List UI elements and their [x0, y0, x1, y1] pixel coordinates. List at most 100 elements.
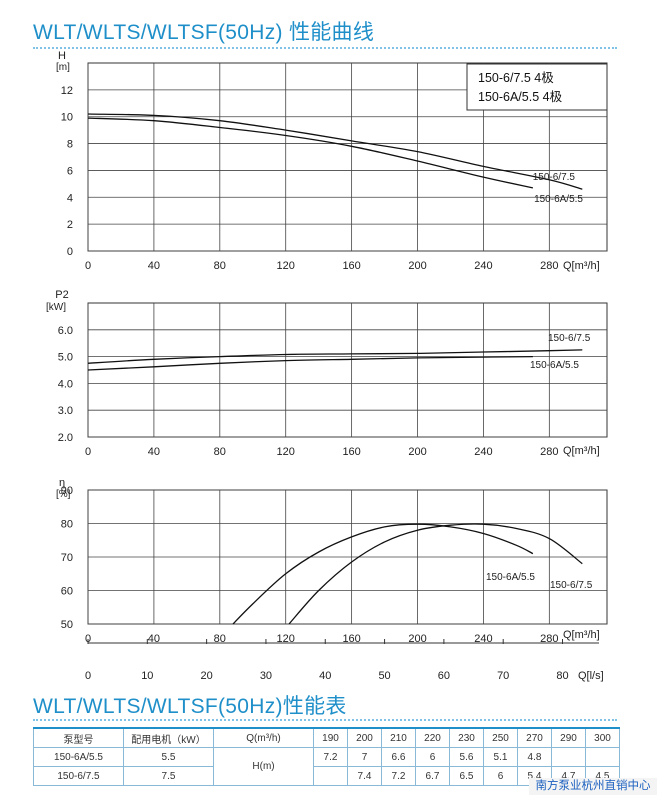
series-label: 150-6/7.5 [533, 172, 576, 183]
y-tick-label: 3.0 [58, 405, 73, 417]
x-tick-label: 240 [474, 446, 492, 458]
x-tick-label: 280 [540, 260, 558, 272]
series-line [87, 113, 583, 190]
y-tick-label: 8 [67, 139, 73, 151]
performance-table: 泵型号 配用电机（kW） Q(m³/h) 190 200 210 220 230… [33, 727, 620, 786]
y-tick-label: 5.0 [58, 352, 73, 364]
x-tick-label: 160 [342, 633, 360, 645]
header-q-value: 210 [381, 727, 416, 748]
header-q-value: 220 [415, 727, 450, 748]
y-axis-label: H [58, 50, 66, 62]
y-axis-unit: [kW] [46, 302, 66, 313]
h-value [585, 747, 620, 767]
x-tick-label: 200 [408, 446, 426, 458]
secondary-tick-label: 30 [260, 670, 272, 682]
series-label: 150-6/7.5 [550, 580, 593, 591]
y-tick-label: 6 [67, 165, 73, 177]
series-line [87, 355, 533, 371]
h-value [551, 747, 586, 767]
table-row: 150-6A/5.5 5.5 H(m) 7.2 7 6.6 6 5.6 5.1 … [33, 747, 620, 786]
x-tick-label: 120 [277, 446, 295, 458]
header-q-value: 290 [551, 727, 586, 748]
header-q-value: 230 [449, 727, 484, 748]
h-value: 5.6 [449, 747, 484, 767]
y-axis-unit: [%] [56, 489, 71, 500]
series-line [87, 117, 534, 189]
header-motor: 配用电机（kW） [123, 727, 214, 748]
secondary-tick-label: 0 [85, 670, 91, 682]
x-tick-label: 0 [85, 260, 91, 272]
y-tick-label: 2.0 [58, 432, 73, 444]
y-tick-label: 6.0 [58, 325, 73, 337]
header-q-value: 270 [517, 727, 552, 748]
y-tick-label: 50 [61, 619, 73, 631]
x-tick-label: 280 [540, 633, 558, 645]
x-tick-label: 200 [408, 633, 426, 645]
h-value: 4.8 [517, 747, 552, 767]
x-tick-label: 200 [408, 260, 426, 272]
x-tick-label: 40 [148, 633, 160, 645]
x-tick-label: 40 [148, 446, 160, 458]
x-axis-label: Q[m³/h] [563, 445, 600, 457]
series-label: 150-6/7.5 [548, 333, 591, 344]
h-value: 6 [483, 766, 518, 786]
series-label: 150-6A/5.5 [534, 194, 583, 205]
secondary-tick-label: 70 [497, 670, 509, 682]
x-tick-label: 160 [342, 260, 360, 272]
title-divider [33, 47, 617, 49]
y-axis-label: η [59, 477, 65, 489]
secondary-tick-label: 20 [201, 670, 213, 682]
y-tick-label: 4.0 [58, 378, 73, 390]
row-motor: 7.5 [123, 766, 214, 786]
h-value: 7.2 [381, 766, 416, 786]
row-model: 150-6A/5.5 [33, 747, 124, 767]
secondary-tick-label: 80 [556, 670, 568, 682]
y-axis-label: P2 [55, 289, 68, 301]
table-divider [33, 719, 617, 721]
curves-title: WLT/WLTS/WLTSF(50Hz) 性能曲线 [33, 21, 375, 44]
x-tick-label: 40 [148, 260, 160, 272]
h-value: 7.2 [313, 747, 348, 767]
y-tick-label: 12 [61, 85, 73, 97]
y-tick-label: 0 [67, 246, 73, 258]
secondary-tick-label: 60 [438, 670, 450, 682]
y-axis-unit: [m] [56, 62, 70, 73]
h-value [313, 766, 348, 786]
watermark: 南方泵业杭州直销中心 [529, 778, 657, 795]
h-value: 6.7 [415, 766, 450, 786]
table-title: WLT/WLTS/WLTSF(50Hz)性能表 [33, 695, 347, 718]
series-label: 150-6A/5.5 [486, 572, 535, 583]
h-value: 7 [347, 747, 382, 767]
x-tick-label: 120 [277, 633, 295, 645]
h-value: 6 [415, 747, 450, 767]
secondary-tick-label: 40 [319, 670, 331, 682]
x-tick-label: 120 [277, 260, 295, 272]
x-tick-label: 80 [214, 260, 226, 272]
y-tick-label: 10 [61, 112, 73, 124]
h-value: 6.6 [381, 747, 416, 767]
x-tick-label: 280 [540, 446, 558, 458]
x-tick-label: 80 [214, 446, 226, 458]
y-tick-label: 90 [61, 485, 73, 497]
x-tick-label: 160 [342, 446, 360, 458]
x-axis-label: Q[m³/h] [563, 260, 600, 272]
h-value: 5.1 [483, 747, 518, 767]
x-tick-label: 240 [474, 633, 492, 645]
table-header-row: 泵型号 配用电机（kW） Q(m³/h) 190 200 210 220 230… [33, 727, 620, 748]
row-motor: 5.5 [123, 747, 214, 767]
header-q-value: 200 [347, 727, 382, 748]
legend-box [466, 63, 608, 111]
h-value: 6.5 [449, 766, 484, 786]
table-row: 150-6/7.5 7.5 7.4 7.2 6.7 6.5 6 5.4 4.7 … [33, 766, 620, 786]
x-tick-label: 0 [85, 446, 91, 458]
x-tick-label: 240 [474, 260, 492, 272]
y-tick-label: 70 [61, 552, 73, 564]
header-q-value: 190 [313, 727, 348, 748]
y-tick-label: 80 [61, 519, 73, 531]
header-q-value: 250 [483, 727, 518, 748]
series-label: 150-6A/5.5 [530, 360, 579, 371]
legend-entry: 150-6/7.5 4极 [478, 71, 554, 85]
y-tick-label: 60 [61, 586, 73, 598]
y-tick-label: 4 [67, 192, 73, 204]
